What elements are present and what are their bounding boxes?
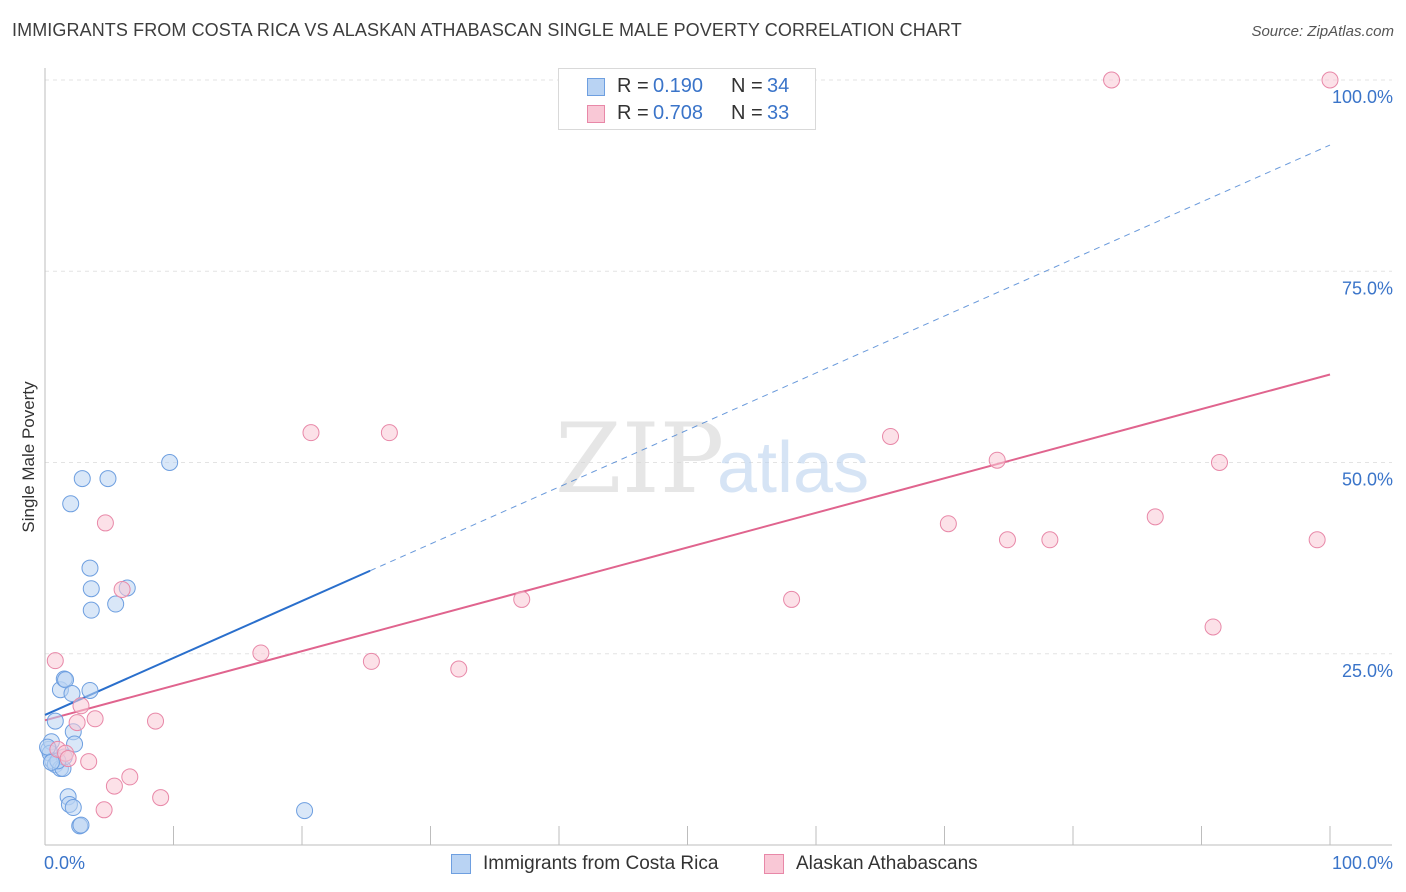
point-costa-rica: [57, 671, 75, 689]
point-costa-rica: [62, 495, 80, 513]
point-athabascan: [1210, 454, 1228, 471]
point-athabascan: [302, 424, 320, 442]
point-costa-rica: [81, 559, 99, 577]
y-axis-label: Single Male Poverty: [19, 381, 38, 533]
point-athabascan: [86, 710, 104, 728]
bottom-legend-label-costa-rica: Immigrants from Costa Rica: [483, 853, 719, 874]
trend-lines: [44, 144, 1331, 722]
watermark-atlas: atlas: [717, 428, 869, 508]
point-athabascan: [1146, 508, 1164, 526]
legend-n-label: N =: [731, 75, 763, 97]
legend-r-label: R =: [617, 75, 649, 97]
bottom-legend-label-athabascan: Alaskan Athabascans: [796, 853, 978, 874]
trend-line-athabascan: [44, 373, 1331, 722]
point-athabascan: [80, 753, 98, 771]
point-athabascan: [105, 777, 123, 795]
correlation-legend: R = 0.190 N = 34 R = 0.708 N = 33: [558, 68, 816, 130]
point-athabascan: [362, 652, 380, 670]
point-costa-rica: [107, 595, 125, 613]
point-athabascan: [450, 660, 468, 678]
legend-swatch-costa-rica: [587, 78, 605, 96]
point-athabascan: [121, 768, 139, 786]
point-athabascan: [59, 750, 77, 768]
legend-n-label: N =: [731, 102, 763, 124]
point-costa-rica: [296, 802, 314, 820]
legend-r-value-costa-rica: 0.190: [653, 75, 704, 97]
point-athabascan: [513, 590, 531, 608]
point-athabascan: [783, 590, 801, 608]
legend-r-label: R =: [617, 102, 649, 124]
grid-lines: [45, 79, 1392, 655]
chart-title: IMMIGRANTS FROM COSTA RICA VS ALASKAN AT…: [12, 20, 962, 40]
point-costa-rica: [82, 601, 100, 619]
y-tick-label: 75.0%: [1342, 278, 1393, 298]
point-athabascan: [1204, 618, 1222, 636]
point-athabascan: [1308, 531, 1326, 549]
watermark-zip: ZIP: [555, 403, 724, 515]
point-costa-rica: [72, 816, 90, 834]
point-athabascan: [152, 789, 170, 807]
point-costa-rica: [73, 470, 91, 488]
y-tick-label: 50.0%: [1342, 470, 1393, 490]
point-costa-rica: [64, 799, 82, 817]
data-points: [39, 71, 1339, 835]
point-costa-rica: [82, 580, 100, 598]
bottom-legend-swatch-costa-rica: [451, 854, 471, 874]
axes: [44, 68, 1392, 846]
point-athabascan: [147, 712, 165, 730]
point-athabascan: [252, 644, 270, 662]
legend-n-value-costa-rica: 34: [767, 75, 790, 97]
point-athabascan: [1103, 71, 1121, 89]
point-costa-rica: [63, 685, 81, 703]
y-tick-label: 100.0%: [1332, 87, 1393, 107]
point-athabascan: [939, 515, 957, 533]
tick-labels: 25.0% 50.0% 75.0% 100.0% 0.0% 100.0%: [44, 87, 1393, 873]
point-athabascan: [113, 580, 131, 598]
point-athabascan: [988, 451, 1006, 469]
legend-swatch-athabascan: [587, 105, 605, 123]
source-label: Source: ZipAtlas.com: [1251, 23, 1394, 40]
point-athabascan: [95, 801, 113, 819]
legend-n-value-athabascan: 33: [767, 102, 790, 124]
point-costa-rica: [161, 454, 179, 471]
point-athabascan: [1041, 531, 1059, 549]
y-tick-label: 25.0%: [1342, 661, 1393, 681]
point-athabascan: [46, 652, 64, 670]
point-athabascan: [882, 427, 900, 445]
watermark: ZIP atlas: [555, 403, 869, 515]
point-costa-rica: [46, 712, 64, 730]
point-athabascan: [1321, 71, 1339, 89]
bottom-legend-swatch-athabascan: [764, 854, 784, 874]
point-athabascan: [96, 514, 114, 532]
point-athabascan: [72, 697, 90, 715]
x-tick-label: 0.0%: [44, 853, 85, 873]
legend-r-value-athabascan: 0.708: [653, 102, 704, 124]
point-athabascan: [380, 424, 398, 442]
trend-line-costa-rica: [44, 569, 371, 716]
point-athabascan: [998, 531, 1016, 549]
point-costa-rica: [99, 470, 117, 488]
x-tick-label: 100.0%: [1332, 853, 1393, 873]
point-athabascan: [68, 714, 86, 732]
point-costa-rica: [81, 681, 99, 699]
